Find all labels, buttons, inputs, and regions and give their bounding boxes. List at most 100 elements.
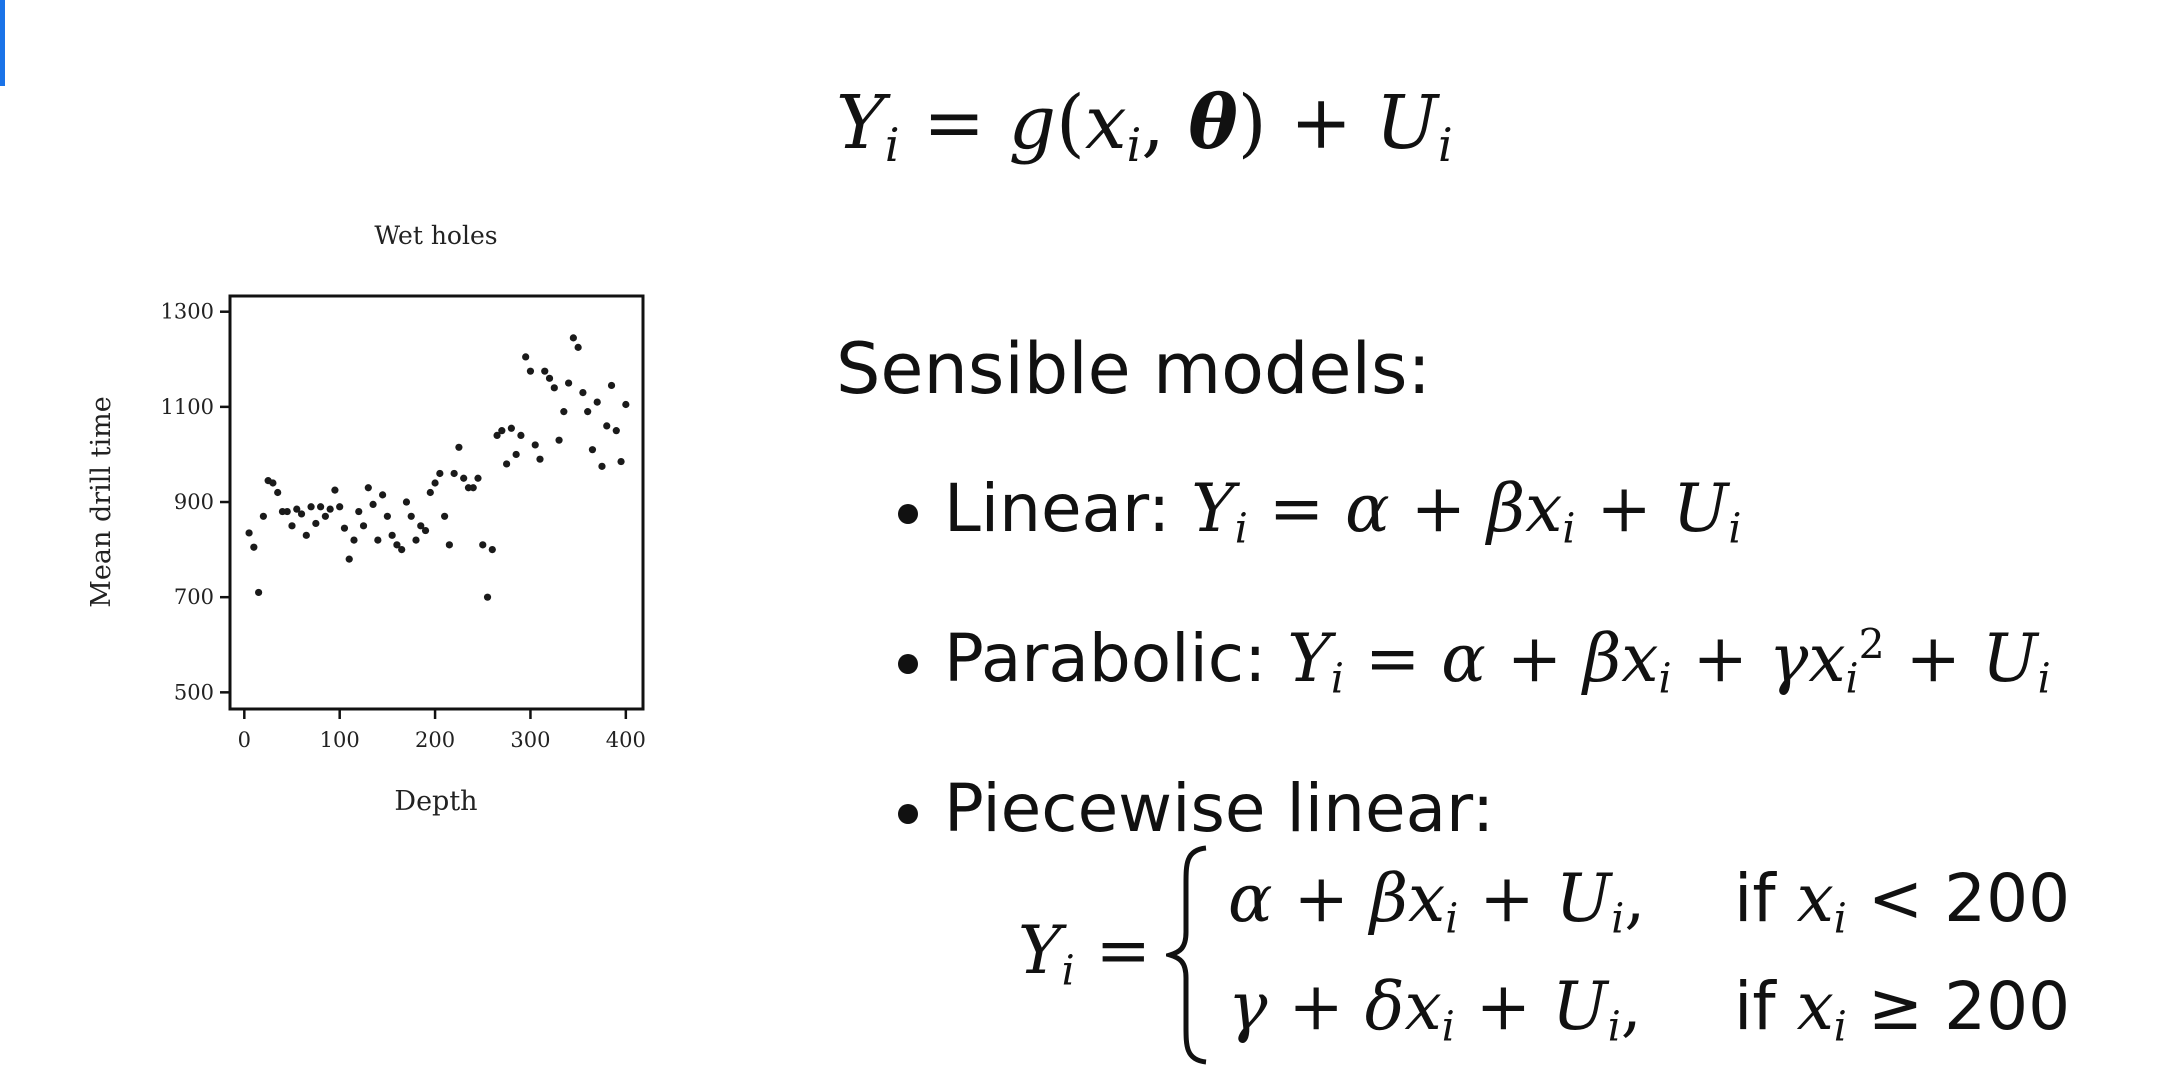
data-point (569, 334, 577, 342)
x-tick-label: 100 (320, 728, 360, 752)
chart-title: Wet holes (374, 221, 497, 250)
data-point (426, 488, 434, 497)
data-point (593, 398, 601, 406)
data-point (507, 424, 515, 432)
y-tick-label: 900 (174, 490, 214, 514)
x-tick-label: 200 (415, 728, 455, 752)
case-2-if: if (1734, 968, 1776, 1045)
data-point (531, 441, 539, 449)
data-point (612, 427, 620, 435)
data-point (336, 503, 344, 511)
bullet-dot (898, 804, 918, 825)
data-point (488, 546, 496, 554)
data-point (469, 484, 477, 492)
parabolic-formula: Yi = α + βxi + γxi2 + Ui (1287, 620, 2051, 703)
data-point (545, 374, 554, 382)
accent-bar (0, 0, 5, 86)
case-2-value: 200 (1944, 968, 2071, 1045)
data-point (250, 543, 258, 551)
x-tick-label: 0 (238, 728, 251, 752)
data-point (579, 388, 587, 397)
data-point (436, 469, 444, 478)
piecewise-formula: Yi = α + βxi + Ui, if xi < 200 γ + δxi +… (1018, 838, 2158, 1078)
data-point (622, 400, 630, 409)
data-point (374, 536, 382, 544)
data-point (312, 519, 320, 528)
data-point (269, 479, 277, 487)
data-point (255, 588, 263, 597)
data-point (326, 505, 334, 513)
case-2-expression: γ + δxi + Ui, (1228, 968, 1642, 1051)
data-point (588, 446, 597, 454)
data-point (498, 427, 506, 435)
data-point (288, 522, 296, 530)
data-point (379, 491, 387, 499)
data-point (503, 460, 511, 468)
data-point (307, 503, 315, 511)
data-point (550, 384, 558, 392)
linear-label: Linear: (944, 470, 1171, 547)
data-point (522, 353, 530, 361)
data-point (355, 507, 363, 516)
sensible-models-heading: Sensible models: (836, 328, 1431, 410)
data-point (321, 512, 329, 520)
data-point (603, 422, 611, 430)
data-point (283, 507, 291, 516)
x-axis-label: Depth (394, 786, 477, 817)
bullet-dot (898, 504, 918, 525)
data-point (555, 436, 563, 444)
main-equation: Yi = g(xi, θ) + Ui (836, 80, 1453, 172)
data-point (450, 469, 458, 478)
model-piecewise: Piecewise linear: (898, 770, 1495, 847)
data-point (398, 546, 406, 554)
data-point (565, 379, 573, 387)
data-point (584, 408, 592, 416)
piecewise-case-2: γ + δxi + Ui, if xi ≥ 200 (1228, 968, 2070, 1051)
data-point (421, 526, 430, 535)
data-point (460, 474, 468, 482)
y-tick-label: 1300 (161, 300, 214, 324)
data-point (297, 510, 306, 518)
piecewise-label: Piecewise linear: (944, 770, 1495, 847)
axis-ticks: 0 100 200 300 400 500 700 900 1100 1300 (161, 300, 646, 752)
case-1-value: 200 (1944, 860, 2071, 937)
data-point (493, 431, 501, 440)
data-point (293, 505, 301, 513)
model-parabolic: Parabolic: Yi = α + βxi + γxi2 + Ui (898, 620, 2051, 703)
data-point (345, 555, 353, 563)
left-brace (1166, 845, 1207, 1065)
model-linear: Linear: Yi = α + βxi + Ui (898, 470, 1742, 553)
data-point (617, 457, 625, 466)
data-point (512, 450, 520, 459)
case-1-expression: α + βxi + Ui, (1228, 860, 1646, 943)
data-point (259, 512, 267, 520)
data-point (302, 531, 310, 539)
data-point (431, 479, 439, 487)
data-point (317, 503, 325, 511)
data-point (560, 408, 568, 416)
data-point (417, 522, 425, 530)
y-axis-label: Mean drill time (86, 396, 117, 607)
data-point (441, 512, 449, 520)
wet-holes-chart: Wet holes 0 100 200 300 400 500 700 900 1100 1300… (70, 210, 670, 830)
data-point (407, 512, 415, 520)
data-point (412, 536, 420, 544)
data-point (479, 541, 487, 549)
x-tick-label: 400 (606, 728, 646, 752)
chart-svg: Wet holes 0 100 200 300 400 500 700 900 1100 1300… (86, 221, 646, 817)
x-tick-label: 300 (510, 728, 550, 752)
data-point (359, 522, 368, 530)
data-point (331, 486, 339, 494)
data-point (574, 343, 582, 351)
data-point (445, 541, 453, 549)
data-point (541, 367, 549, 375)
data-point (517, 431, 525, 440)
linear-formula: Yi = α + βxi + Ui (1191, 470, 1742, 553)
data-point (364, 484, 372, 492)
bullet-dot (898, 654, 918, 675)
data-point (402, 498, 411, 506)
plot-frame (228, 294, 645, 711)
y-tick-label: 500 (174, 680, 214, 704)
data-point (383, 512, 391, 520)
data-point (369, 500, 377, 509)
